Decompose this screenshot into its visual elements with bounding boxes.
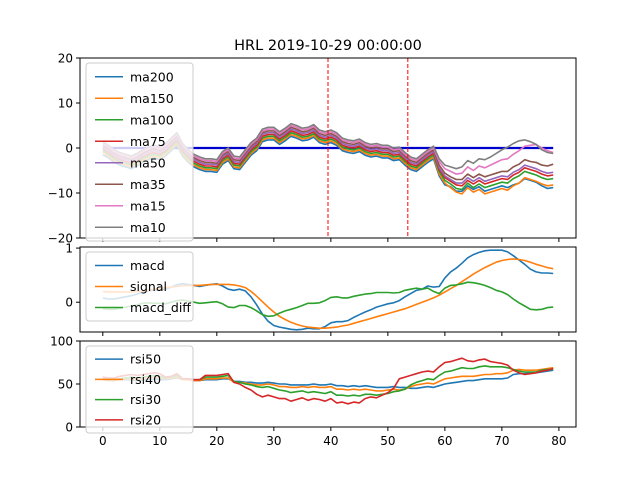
y-tick-label: 20 [58,52,73,66]
x-tick-label: 70 [494,434,509,448]
legend-box [85,251,194,322]
legend-label-ma200: ma200 [130,69,174,84]
legend-label-macd_diff: macd_diff [130,300,191,315]
legend: rsi50 rsi40 rsi30 rsi20 [85,345,194,434]
moving-averages-panel: −20−1001020ma200ma150ma100ma75ma50ma35ma… [48,52,577,246]
legend-label-rsi30: rsi30 [130,392,161,407]
x-tick-label: 50 [380,434,395,448]
legend-label-ma75: ma75 [130,134,166,149]
legend-label-ma100: ma100 [130,112,174,127]
legend-label-signal: signal [130,279,167,294]
y-tick-label: 0 [65,142,73,156]
legend: macd signal macd_diff [85,251,194,322]
x-tick-label: 20 [209,434,224,448]
figure-title: HRL 2019-10-29 00:00:00 [234,38,422,54]
y-tick-label: 1 [65,242,73,256]
legend-label-ma150: ma150 [130,91,174,106]
y-tick-label: 10 [58,97,73,111]
legend-label-macd: macd [130,258,165,273]
x-tick-label: 40 [323,434,338,448]
legend-label-ma35: ma35 [130,177,166,192]
y-tick-label: 0 [65,296,73,310]
x-tick-label: 80 [551,434,566,448]
legend-label-ma15: ma15 [130,198,166,213]
legend-label-rsi50: rsi50 [130,352,161,367]
y-tick-label: −10 [48,187,73,201]
y-tick-label: 50 [58,378,73,392]
legend-label-ma50: ma50 [130,155,166,170]
x-tick-label: 60 [437,434,452,448]
legend-label-rsi20: rsi20 [130,412,161,427]
legend-label-ma10: ma10 [130,220,166,235]
legend: ma200 ma150 ma100 ma75 ma50 ma35 ma15 ma10 [85,62,194,242]
x-tick-label: 10 [152,434,167,448]
macd-panel: 0 1 macd signal macd_diff [65,242,577,336]
y-tick-label: 100 [50,335,73,349]
y-tick-label: 0 [65,421,73,435]
legend-box [85,62,194,242]
legend-label-rsi40: rsi40 [130,372,161,387]
y-tick-label: −20 [48,232,73,246]
x-tick-label: 0 [99,434,107,448]
axes-frame [79,246,577,333]
x-tick-label: 30 [266,434,281,448]
legend-box [85,345,194,434]
